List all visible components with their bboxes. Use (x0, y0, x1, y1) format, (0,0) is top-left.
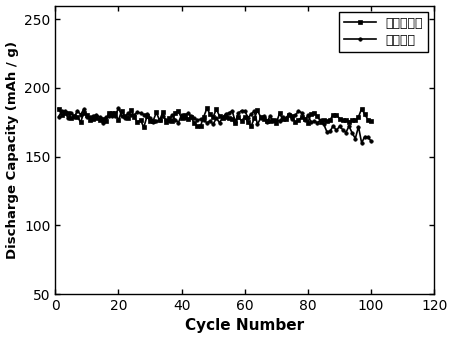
一次烧结 (356, 125, 361, 129)
多段式烧结 (116, 118, 121, 122)
一次烧结 (56, 115, 61, 119)
多段式烧结 (368, 119, 374, 123)
一次烧结 (368, 139, 374, 143)
一次烧结 (220, 115, 226, 119)
多段式烧结 (141, 125, 146, 129)
多段式烧结 (248, 124, 254, 128)
一次烧结 (119, 114, 125, 118)
Legend: 多段式烧结, 一次烧结: 多段式烧结, 一次烧结 (339, 12, 428, 52)
多段式烧结 (204, 106, 210, 111)
多段式烧结 (56, 106, 61, 111)
X-axis label: Cycle Number: Cycle Number (185, 318, 304, 334)
多段式烧结 (359, 107, 364, 111)
一次烧结 (245, 116, 251, 120)
一次烧结 (346, 124, 352, 128)
多段式烧结 (223, 115, 229, 119)
Line: 一次烧结: 一次烧结 (57, 106, 373, 145)
Line: 多段式烧结: 多段式烧结 (57, 107, 373, 129)
一次烧结 (116, 106, 121, 110)
Y-axis label: Discharge Capacity (mAh / g): Discharge Capacity (mAh / g) (5, 41, 19, 259)
一次烧结 (131, 113, 137, 117)
一次烧结 (359, 141, 364, 145)
多段式烧结 (128, 108, 134, 112)
多段式烧结 (349, 118, 355, 122)
